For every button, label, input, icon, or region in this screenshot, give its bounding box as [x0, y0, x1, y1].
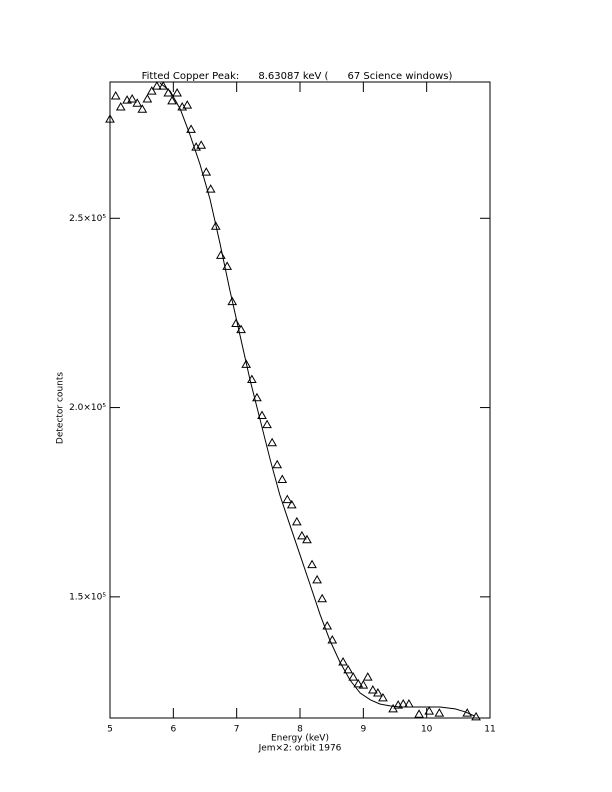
data-point — [322, 620, 333, 630]
data-point — [277, 474, 288, 483]
data-point — [307, 559, 317, 569]
data-point — [132, 98, 143, 107]
chart-title: Fitted Copper Peak: 8.63087 keV ( 67 Sci… — [142, 71, 453, 82]
data-point — [177, 101, 188, 111]
data-point — [142, 94, 153, 103]
x-tick-label: 10 — [421, 725, 433, 735]
data-point — [291, 516, 302, 526]
data-point — [471, 711, 481, 721]
data-point — [182, 100, 193, 109]
data-point — [367, 684, 378, 694]
plot-frame — [109, 81, 491, 719]
data-point — [186, 124, 196, 133]
x-tick-label: 9 — [360, 725, 366, 735]
data-point — [327, 635, 338, 644]
data-point — [282, 494, 293, 504]
data-point — [343, 664, 353, 674]
y-tick-label: 2.5×10⁵ — [69, 214, 106, 224]
y-tick-label: 1.5×10⁵ — [69, 592, 106, 602]
x-tick-label: 6 — [170, 725, 176, 735]
data-point — [302, 534, 312, 544]
data-point — [210, 221, 221, 230]
data-point — [297, 530, 307, 540]
data-point — [262, 419, 272, 429]
data-point — [146, 86, 157, 95]
data-point — [127, 94, 138, 103]
data-point — [317, 593, 328, 603]
data-point — [424, 706, 435, 715]
subtitle: Jem×2: orbit 1976 — [258, 744, 342, 754]
data-point — [158, 81, 169, 90]
data-point — [257, 410, 267, 420]
data-point — [462, 708, 473, 717]
x-tick-label: 11 — [484, 725, 495, 735]
data-point — [434, 708, 445, 717]
fit-line — [159, 82, 476, 717]
x-tick-label: 7 — [234, 725, 240, 735]
data-point — [348, 672, 359, 681]
data-point — [267, 437, 277, 447]
x-tick-label: 5 — [107, 725, 113, 735]
data-point — [378, 692, 388, 702]
data-point — [137, 104, 148, 113]
y-axis-label: Detector counts — [56, 372, 66, 444]
data-point — [115, 101, 126, 111]
data-point — [231, 318, 241, 328]
data-point — [362, 672, 373, 681]
data-point — [163, 87, 174, 97]
data-point — [272, 459, 283, 469]
data-point — [373, 688, 383, 697]
data-point — [414, 709, 424, 718]
data-point — [241, 359, 252, 368]
data-point — [152, 81, 162, 90]
data-point — [286, 499, 297, 509]
data-point — [227, 296, 238, 306]
x-tick-label: 8 — [297, 725, 303, 735]
data-point — [105, 114, 115, 123]
data-point — [338, 656, 348, 666]
data-point — [196, 140, 207, 149]
data-point — [358, 680, 369, 689]
y-tick-label: 2.0×10⁵ — [69, 403, 106, 413]
data-point — [205, 184, 216, 193]
data-point — [167, 95, 177, 105]
x-axis-label: Energy (keV) — [271, 734, 329, 744]
data-point — [215, 250, 226, 259]
data-point — [312, 574, 322, 584]
data-point — [201, 167, 212, 176]
data-point — [172, 87, 182, 97]
data-point — [110, 90, 121, 100]
data-point — [353, 678, 364, 688]
